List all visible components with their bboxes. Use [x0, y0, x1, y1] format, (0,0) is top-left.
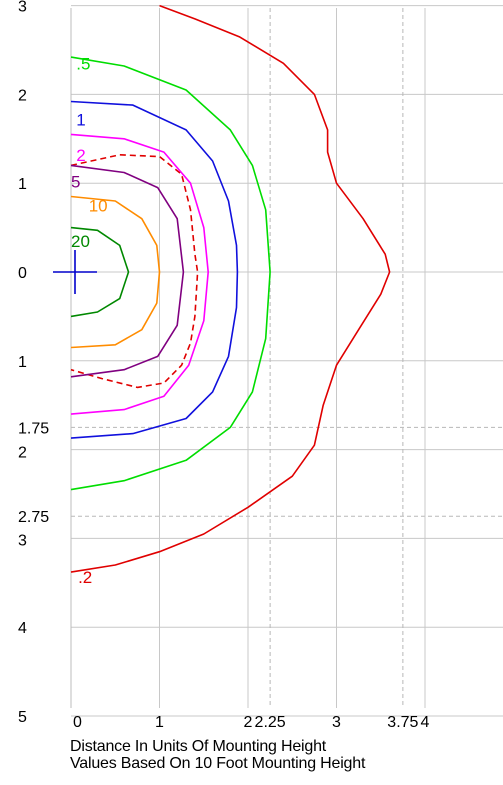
contour-lines [70, 4, 391, 573]
luminaire-marker [53, 250, 97, 294]
y-tick-label: 4 [18, 620, 27, 637]
x-tick-label: 0 [73, 714, 82, 731]
contour-1 [70, 100, 239, 439]
x-tick-label: 3.75 [387, 714, 418, 731]
contour-label: 2 [76, 146, 85, 165]
y-tick-label: 0 [18, 265, 27, 282]
x-tick-label: 4 [421, 714, 430, 731]
x-tick-label: 2 [244, 714, 253, 731]
y-tick-label: 3 [18, 0, 27, 16]
contour-20 [70, 226, 130, 318]
contour-.2 [70, 4, 391, 573]
x-tick-label: 1 [155, 714, 164, 731]
y-tick-label: 1.75 [18, 420, 49, 437]
chart-note: Values Based On 10 Foot Mounting Height [70, 755, 366, 772]
grid-lines [70, 5, 503, 717]
y-tick-label: 1 [18, 176, 27, 193]
y-tick-label: 3 [18, 532, 27, 549]
y-tick-labels: 3 2 1 0 1 1.75 2 2.75 3 4 5 [18, 0, 49, 726]
y-tick-label: 2 [18, 445, 27, 462]
x-axis-caption: Distance In Units Of Mounting Height [70, 738, 327, 755]
x-tick-label: 2.25 [255, 714, 286, 731]
contour-.5 [70, 56, 271, 491]
contour-label: .2 [78, 568, 92, 587]
y-tick-label: 1 [18, 354, 27, 371]
y-tick-label: 2 [18, 87, 27, 104]
x-tick-labels: 0 1 2 2.25 3 3.75 4 [73, 714, 430, 731]
contour-label: 5 [71, 173, 80, 192]
contour-label: 10 [89, 197, 108, 216]
contour-label: 20 [71, 232, 90, 251]
contour-dashed [70, 154, 199, 389]
y-tick-label: 5 [18, 709, 27, 726]
contour-5 [70, 164, 185, 378]
y-tick-label: 2.75 [18, 509, 49, 526]
contour-10 [70, 195, 161, 349]
contour-label: .5 [76, 55, 90, 74]
contour-2 [70, 133, 209, 415]
x-tick-label: 3 [332, 714, 341, 731]
contour-label: 1 [76, 110, 85, 129]
contour-labels: .2 .5 1 2 5 10 20 [71, 55, 108, 587]
